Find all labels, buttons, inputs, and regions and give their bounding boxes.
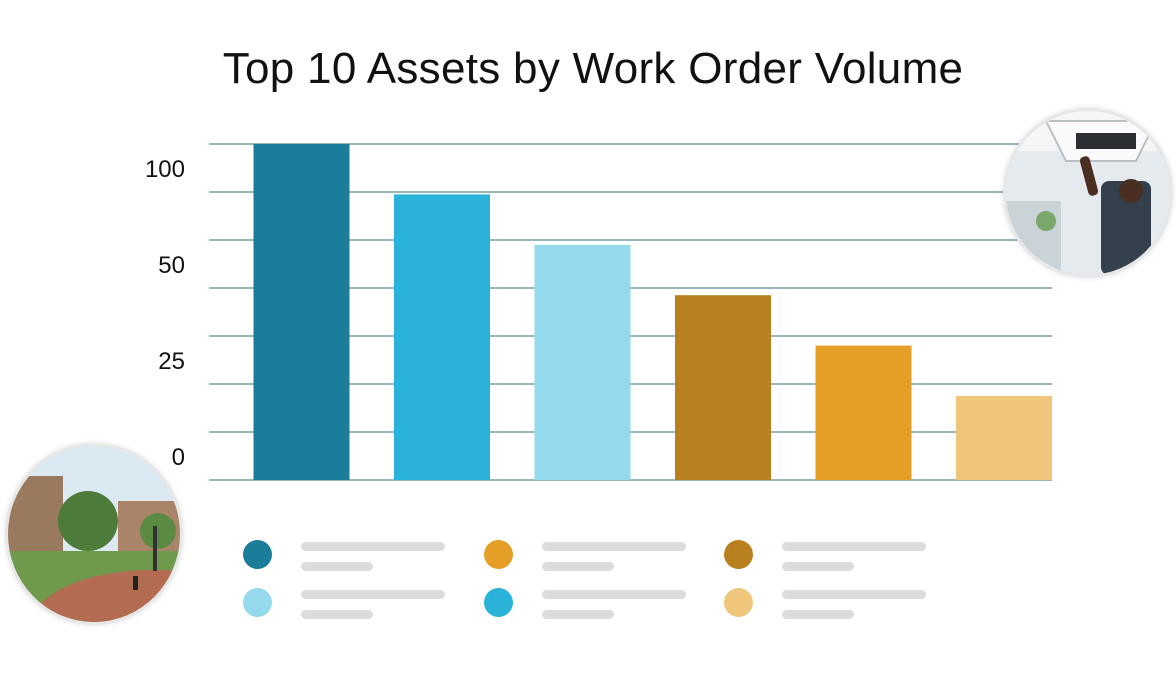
legend-swatch (243, 588, 272, 617)
bars (253, 144, 1052, 480)
legend-placeholder-line (782, 542, 926, 551)
y-axis-ticks: 100 50 25 0 (145, 156, 185, 471)
legend-swatch (724, 588, 753, 617)
bar-2 (394, 194, 490, 480)
legend-item (243, 540, 463, 580)
legend-placeholder-line (782, 610, 854, 619)
legend-placeholder-line (301, 542, 445, 551)
legend-swatch (724, 540, 753, 569)
y-tick-label: 0 (172, 444, 185, 471)
bar-3 (534, 244, 631, 480)
legend-placeholder-line (301, 610, 373, 619)
legend-placeholder-line (542, 610, 614, 619)
legend-swatch (243, 540, 272, 569)
legend-item (724, 588, 944, 628)
chart-title: Top 10 Assets by Work Order Volume (222, 44, 964, 93)
legend-placeholder-line (542, 542, 686, 551)
legend-item (724, 540, 944, 580)
y-tick-label: 100 (145, 156, 185, 183)
legend-placeholder-line (301, 590, 445, 599)
bar-1 (253, 144, 350, 480)
hvac-technician-photo (1003, 108, 1173, 278)
legend-swatch (484, 588, 513, 617)
legend-placeholder-line (782, 590, 926, 599)
bar-4 (675, 295, 771, 480)
legend-placeholder-line (542, 562, 614, 571)
bar-6 (956, 396, 1052, 480)
bar-5 (815, 345, 912, 480)
y-tick-label: 50 (158, 252, 185, 279)
campus-courtyard-photo (5, 443, 183, 625)
legend-item (484, 540, 704, 580)
y-tick-label: 25 (158, 348, 185, 375)
legend-placeholder-line (542, 590, 686, 599)
legend-item (484, 588, 704, 628)
legend-swatch (484, 540, 513, 569)
legend-placeholder-line (782, 562, 854, 571)
legend-item (243, 588, 463, 628)
legend-placeholder-line (301, 562, 373, 571)
